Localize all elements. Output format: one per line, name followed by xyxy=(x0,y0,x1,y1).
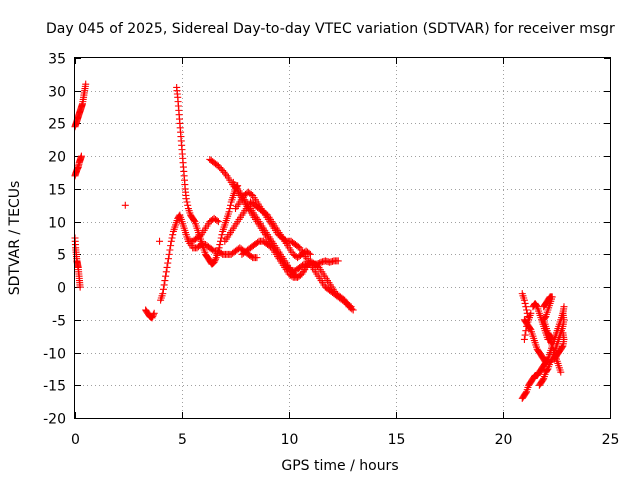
y-tick-label: 20 xyxy=(48,150,66,166)
data-point xyxy=(306,250,314,258)
grid-lines xyxy=(75,58,610,418)
data-point xyxy=(523,306,531,314)
data-point xyxy=(543,366,551,374)
x-tick-label: 20 xyxy=(495,432,513,448)
data-point xyxy=(149,312,157,320)
data-point xyxy=(346,302,354,310)
data-point xyxy=(150,309,158,317)
data-point xyxy=(166,246,174,254)
data-point xyxy=(520,335,528,343)
data-point xyxy=(82,80,90,88)
y-tick-label: 30 xyxy=(48,85,66,101)
data-point xyxy=(217,234,225,242)
data-point xyxy=(159,290,167,298)
axis-ticks: 0 5 10 15 20 25 -20 -15 -10 -5 0 5 10 15 20 25 30 35 xyxy=(43,52,619,449)
data-point xyxy=(533,302,541,310)
data-point xyxy=(164,259,172,267)
data-point xyxy=(215,244,223,252)
data-point xyxy=(156,237,164,245)
y-axis-label: SDTVAR / TECUs xyxy=(7,181,23,296)
data-point xyxy=(305,249,313,257)
y-tick-label: 5 xyxy=(57,248,66,264)
data-point xyxy=(159,285,167,293)
y-tick-label: -15 xyxy=(43,379,66,395)
x-axis-label: GPS time / hours xyxy=(281,458,398,474)
data-point xyxy=(559,329,567,337)
data-point xyxy=(522,389,530,397)
data-point xyxy=(212,255,220,263)
data-point xyxy=(77,152,85,160)
data-point xyxy=(527,309,535,317)
data-point xyxy=(184,201,192,209)
data-point xyxy=(216,241,224,249)
y-tick-label: -20 xyxy=(43,412,66,428)
data-point xyxy=(162,272,170,280)
data-point xyxy=(160,281,168,289)
data-point xyxy=(560,303,568,311)
data-point xyxy=(190,217,198,225)
data-points xyxy=(71,80,568,402)
plot-frame xyxy=(74,57,611,419)
data-point xyxy=(169,231,177,239)
data-point xyxy=(210,258,218,266)
y-tick-label: 10 xyxy=(48,216,66,232)
y-tick-label: -5 xyxy=(52,314,66,330)
data-point xyxy=(167,242,175,250)
y-tick-label: 35 xyxy=(48,52,66,68)
data-point xyxy=(557,368,565,376)
data-point xyxy=(121,201,129,209)
data-point xyxy=(559,309,567,317)
data-point xyxy=(539,376,547,384)
data-point xyxy=(520,296,528,304)
x-tick-label: 15 xyxy=(388,432,406,448)
x-tick-label: 10 xyxy=(281,432,299,448)
data-point xyxy=(183,198,191,206)
data-point xyxy=(558,343,566,351)
x-tick-label: 25 xyxy=(602,432,620,448)
data-point xyxy=(334,257,342,265)
data-point xyxy=(165,250,173,258)
data-point xyxy=(213,217,221,225)
data-point xyxy=(149,311,157,319)
data-point xyxy=(522,327,530,335)
data-point xyxy=(222,170,230,178)
data-point xyxy=(148,314,156,322)
x-tick-label: 0 xyxy=(71,432,80,448)
y-tick-label: 25 xyxy=(48,117,66,133)
data-point xyxy=(522,303,530,311)
data-point xyxy=(227,201,235,209)
data-point xyxy=(164,255,172,263)
x-tick-label: 5 xyxy=(178,432,187,448)
data-point xyxy=(525,314,533,322)
data-point xyxy=(162,268,170,276)
data-point xyxy=(161,277,169,285)
data-point xyxy=(225,208,233,216)
data-point xyxy=(76,283,84,291)
y-tick-label: 15 xyxy=(48,183,66,199)
data-point xyxy=(526,325,534,333)
data-point xyxy=(521,331,529,339)
data-point xyxy=(253,254,261,262)
data-point xyxy=(347,303,355,311)
data-point xyxy=(214,218,222,226)
data-point xyxy=(302,263,310,271)
data-point xyxy=(548,334,556,342)
data-point xyxy=(182,195,190,203)
data-point xyxy=(168,234,176,242)
data-point xyxy=(211,257,219,265)
y-tick-label: 0 xyxy=(57,281,66,297)
data-point xyxy=(521,299,529,307)
data-point xyxy=(218,231,226,239)
y-tick-label: -10 xyxy=(43,347,66,363)
data-point xyxy=(167,237,175,245)
data-point xyxy=(163,263,171,271)
data-point xyxy=(214,247,222,255)
chart-title: Day 045 of 2025, Sidereal Day-to-day VTE… xyxy=(46,21,615,37)
data-point xyxy=(548,335,556,343)
